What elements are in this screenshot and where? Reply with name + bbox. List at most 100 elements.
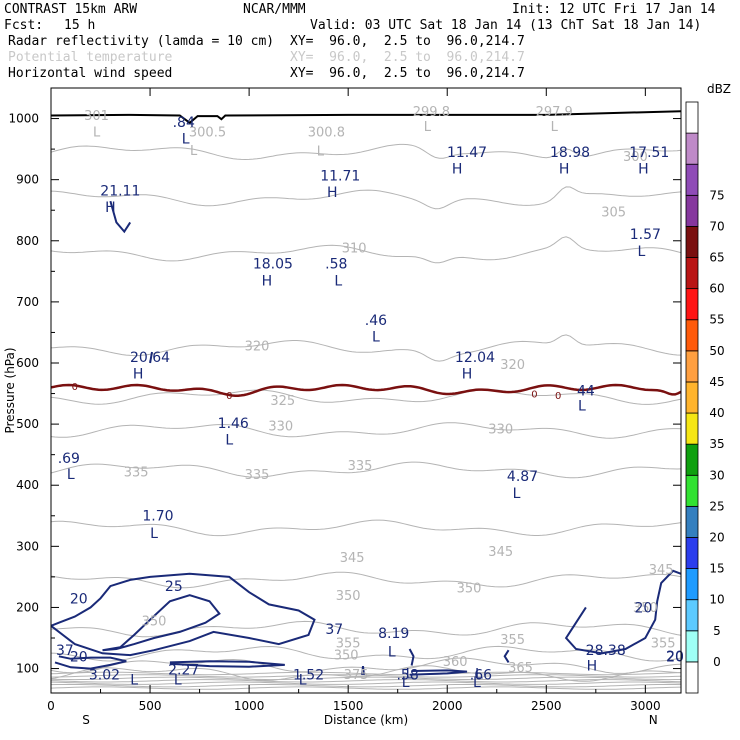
colorbar-level-label: 25 [709, 499, 724, 513]
wind-contour-6 [361, 665, 365, 675]
x-tick-label: 2000 [432, 699, 463, 713]
y-tick-label: 700 [16, 295, 39, 309]
wind-extremum-label: L [334, 273, 342, 289]
colorbar-level-label: 20 [709, 530, 724, 544]
x-tick-label: 500 [139, 699, 162, 713]
wind-contour-layer [50, 200, 682, 676]
theta-extremum-label: L [190, 144, 198, 159]
wind-extremum-label: L [475, 666, 483, 682]
wind-extremum-label: L [67, 467, 75, 483]
x-tick-label: 1500 [333, 699, 364, 713]
theta-label: 350 [633, 601, 658, 616]
wind-extremum-label: 1.46 [218, 416, 249, 432]
wind-extremum-label: L [578, 399, 586, 415]
wind-extremum-label: L [182, 132, 190, 148]
wind-extremum-label: L [402, 675, 410, 691]
y-tick-label: 1000 [8, 112, 39, 126]
init-time: Init: 12 UTC Fri 17 Jan 14 [512, 2, 716, 17]
colorbar-level-label: 30 [709, 468, 724, 482]
wind-extremum-label: L [406, 666, 414, 682]
colorbar-swatch [685, 288, 699, 321]
x-axis-label: Distance (km) [324, 713, 408, 727]
wind-extremum-label: H [133, 366, 144, 382]
theta-label: 310 [342, 242, 367, 257]
colorbar-swatch [685, 537, 699, 569]
colorbar-swatch [685, 381, 699, 414]
wind-extremum-label: 1.57 [630, 227, 661, 243]
theta-label: 305 [601, 206, 626, 221]
theta-label: 355 [500, 633, 525, 648]
colorbar-swatch [685, 505, 699, 538]
wind-contour-value-label: 37 [56, 643, 74, 659]
colorbar-swatch [685, 101, 699, 134]
wind-extremum-label: 2.27 [168, 663, 199, 679]
theta-label: 350 [336, 589, 361, 604]
theta-contour-305 [50, 186, 682, 210]
wind-extremum-label: H [587, 658, 598, 674]
freezing-level-layer: 0 0 0 0 [50, 382, 682, 402]
valid-time: Valid: 03 UTC Sat 18 Jan 14 (13 ChT Sat … [310, 18, 702, 33]
colorbar-level-label: 70 [709, 219, 724, 233]
wind-contour-1 [102, 594, 221, 652]
wind-extremum-label: L [150, 526, 158, 542]
theta-label: 301 [84, 109, 109, 124]
theta-extremum-label: L [317, 144, 325, 159]
theta-contour-300 [50, 143, 682, 161]
theta-contour-310 [50, 236, 682, 264]
field-xy-reflectivity: XY= 96.0, 2.5 to 96.0,214.7 [290, 34, 525, 49]
x-tick-label: 1000 [234, 699, 265, 713]
wind-extremum-label: H [462, 366, 473, 382]
wind-extremum-label: .69 [58, 451, 80, 467]
colorbar-swatch [685, 599, 699, 632]
theta-label: 360 [443, 655, 468, 670]
theta-label: 335 [124, 465, 149, 480]
center-label: NCAR/MMM [243, 2, 306, 17]
theta-label: 300.8 [308, 126, 345, 141]
model-title: CONTRAST 15km ARW [4, 2, 138, 17]
wind-extremum-label: 17.51 [629, 145, 669, 161]
y-tick-label: 500 [16, 417, 39, 431]
wind-extremum-label: H [262, 273, 273, 289]
wind-contour-0 [50, 572, 316, 657]
colorbar-level-label: 0 [713, 655, 721, 669]
theta-label: 335 [348, 459, 373, 474]
wind-extremum-label: L [299, 672, 307, 688]
wind-extremum-label: L [388, 644, 396, 660]
wind-contour-9 [109, 200, 132, 234]
theta-label: 300.5 [189, 126, 226, 141]
theta-label: 350 [457, 581, 482, 596]
theta-contour-upper-5 [50, 674, 682, 678]
y-tick-label: 300 [16, 539, 39, 553]
wind-extremum-label: 1.52 [293, 668, 324, 684]
theta-contour-335 [50, 461, 682, 479]
wind-contour-3 [169, 660, 285, 668]
theta-label: 355 [336, 636, 361, 651]
colorbar-level-label: 40 [709, 406, 724, 420]
theta-label: 300 [623, 150, 648, 165]
wind-contour-5 [503, 649, 510, 663]
theta-label: 299.8 [413, 105, 450, 120]
wind-contour-label: 25 [165, 579, 183, 595]
theta-contour-355 [50, 620, 682, 638]
theta-label: 350 [142, 614, 167, 629]
theta-contour-375 [50, 665, 682, 682]
wind-contour-label: 37 [325, 622, 343, 638]
colorbar-level-label: 45 [709, 375, 724, 389]
theta-label: 345 [488, 545, 513, 560]
wind-extremum-label: 1.70 [142, 509, 173, 525]
colorbar: 0 5 10 15 20 25 30 35 40 45 50 55 60 65 70 75 [685, 101, 725, 694]
colorbar-swatch [685, 661, 699, 694]
theta-contour-350 [50, 571, 682, 589]
colorbar-swatch [685, 350, 699, 383]
endpoint-right-label: N [649, 713, 658, 727]
theta-contour-320 [50, 334, 682, 362]
y-tick-label: 200 [16, 600, 39, 614]
theta-label: 330 [488, 423, 513, 438]
theta-contour-upper-3 [50, 679, 682, 683]
x-tick-label: 3000 [630, 699, 661, 713]
theta-contour-upper-0 [50, 686, 682, 690]
terrain-layer [50, 110, 682, 125]
colorbar-level-label: 35 [709, 437, 724, 451]
wind-extremum-label: L [225, 432, 233, 448]
field-xy-wind: XY= 96.0, 2.5 to 96.0,214.7 [290, 66, 525, 81]
